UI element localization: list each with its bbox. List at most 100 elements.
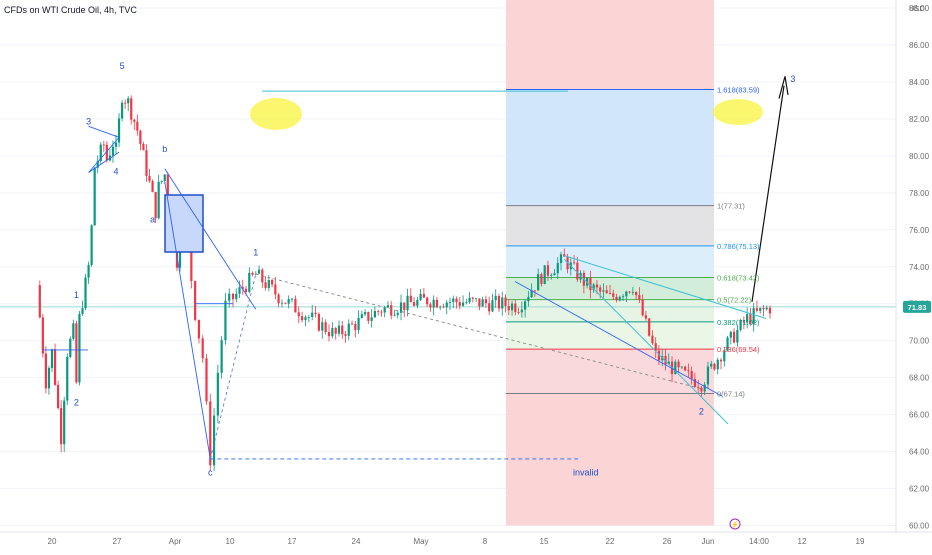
- candle: [145, 150, 148, 176]
- candle: [592, 284, 595, 291]
- y-tick-label: 78.00: [909, 189, 930, 198]
- y-tick-label: 60.00: [909, 522, 930, 531]
- candle: [690, 371, 693, 379]
- candle: [205, 358, 208, 402]
- candle: [136, 121, 139, 131]
- candle: [370, 317, 373, 321]
- candle: [133, 119, 136, 122]
- candle: [277, 294, 280, 304]
- candle: [550, 275, 553, 276]
- candle: [228, 293, 231, 301]
- candle: [657, 350, 661, 361]
- candle: [364, 312, 367, 315]
- candle: [409, 295, 412, 303]
- candle: [710, 363, 713, 367]
- candle: [297, 312, 300, 317]
- candle: [595, 284, 599, 288]
- candle: [383, 307, 386, 313]
- highlight-wave5: [250, 98, 302, 130]
- candle: [559, 254, 563, 264]
- fib-band: [506, 245, 714, 278]
- candle: [69, 338, 72, 357]
- x-tick-label: 27: [113, 537, 122, 546]
- candle: [373, 311, 376, 318]
- candle: [105, 144, 108, 161]
- candle: [393, 314, 396, 316]
- candle: [294, 298, 297, 313]
- candle: [257, 269, 261, 274]
- candle: [497, 295, 501, 309]
- projection-arrow: [751, 85, 785, 302]
- candle: [248, 272, 251, 292]
- wave-label: a: [150, 214, 155, 224]
- x-tick-label: Jun: [702, 537, 715, 546]
- candle: [197, 319, 201, 339]
- candle: [111, 146, 115, 156]
- channel-line: [564, 255, 767, 319]
- candle: [432, 299, 435, 308]
- candle: [337, 325, 341, 334]
- candle: [667, 361, 670, 365]
- candle: [706, 366, 710, 385]
- fib-band: [506, 299, 714, 322]
- candle: [280, 302, 284, 304]
- candle: [212, 415, 216, 466]
- candle: [127, 98, 130, 104]
- candle: [435, 299, 439, 308]
- candle: [75, 323, 78, 383]
- candle: [739, 319, 742, 330]
- candle: [759, 307, 762, 311]
- candle: [494, 295, 497, 301]
- x-tick-label: 14:00: [749, 537, 770, 546]
- candle: [556, 263, 559, 274]
- x-tick-label: 19: [856, 537, 865, 546]
- candle: [47, 368, 51, 389]
- candle: [357, 317, 360, 331]
- candle: [251, 272, 254, 275]
- candle: [311, 312, 314, 318]
- candle: [553, 273, 556, 276]
- candle: [416, 299, 419, 306]
- candle: [723, 350, 726, 362]
- x-tick-label: 22: [606, 537, 615, 546]
- candle: [412, 302, 416, 306]
- candle: [448, 301, 452, 303]
- candle: [406, 295, 409, 311]
- candle: [190, 240, 193, 282]
- candle: [304, 317, 307, 321]
- candle: [504, 297, 507, 306]
- fib-label: 1(77.31): [717, 202, 745, 211]
- candle: [484, 299, 488, 304]
- candle: [621, 296, 625, 298]
- y-tick-label: 76.00: [909, 226, 930, 235]
- candle: [546, 265, 550, 276]
- candle: [99, 144, 102, 162]
- candle: [442, 306, 445, 308]
- risk-zone-top: [506, 0, 714, 90]
- candle: [641, 299, 644, 316]
- candle: [514, 303, 517, 313]
- candle: [117, 118, 121, 143]
- wave-label: 4: [113, 166, 118, 176]
- candle: [324, 322, 327, 333]
- candle: [524, 301, 527, 310]
- candle: [307, 317, 310, 318]
- candle: [360, 314, 363, 318]
- candle: [290, 298, 294, 300]
- candle: [403, 302, 406, 311]
- candle: [66, 356, 69, 401]
- candle: [475, 298, 478, 300]
- candle: [608, 293, 612, 295]
- wave-label: 3: [790, 74, 795, 84]
- candle: [615, 296, 618, 301]
- candle: [396, 312, 399, 315]
- candle: [563, 254, 566, 257]
- candle: [537, 274, 540, 291]
- candle: [380, 311, 383, 313]
- candle: [422, 293, 425, 298]
- x-tick-label: 17: [288, 537, 297, 546]
- candle: [426, 297, 429, 305]
- candle: [235, 293, 238, 300]
